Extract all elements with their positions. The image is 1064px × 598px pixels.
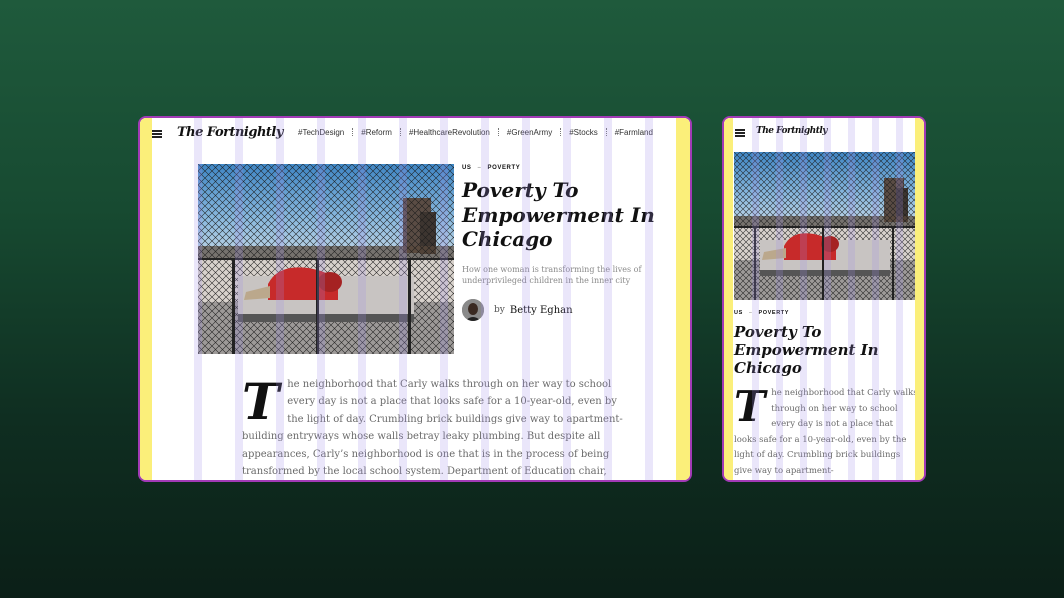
right-margin-band (915, 118, 924, 480)
left-margin-band (724, 118, 733, 480)
left-margin-band (140, 118, 152, 480)
tag-reform[interactable]: #Reform (361, 128, 392, 137)
tag-separator (352, 128, 354, 136)
tag-healthcarerevolution[interactable]: #HealthcareRevolution (408, 128, 490, 137)
tag-separator (399, 128, 401, 136)
kicker-section-link[interactable]: US (462, 165, 472, 171)
article-body-text: he neighborhood that Carly walks through… (242, 379, 623, 478)
tag-greenarmy[interactable]: #GreenArmy (506, 128, 553, 137)
kicker-topic-link[interactable]: POVERTY (487, 165, 521, 171)
tag-separator (497, 128, 499, 136)
topic-tags: #TechDesign #Reform #HealthcareRevolution #… (298, 128, 653, 137)
article-hero-photo (198, 164, 454, 354)
article-kicker: US – POVERTY (462, 165, 521, 171)
byline-prefix: by (494, 305, 505, 315)
byline: by Betty Eghan (462, 299, 573, 321)
mobile-preview: The Fortnightly (722, 116, 926, 482)
grid-column-guide (645, 118, 653, 480)
hamburger-menu-icon[interactable] (735, 129, 745, 137)
kicker-topic-link[interactable]: POVERTY (758, 310, 789, 316)
site-logo[interactable]: The Fortnightly (177, 125, 283, 140)
top-navigation: The Fortnightly (724, 118, 924, 146)
drop-cap: T (242, 372, 280, 431)
author-avatar[interactable] (462, 299, 484, 321)
tag-techdesign[interactable]: #TechDesign (298, 128, 345, 137)
article-title: Poverty To Empowerment In Chicago (734, 323, 879, 377)
tag-separator (605, 128, 607, 136)
tag-separator (560, 128, 562, 136)
article-body-text: he neighborhood that Carly walks through… (734, 388, 918, 476)
article-subtitle: How one woman is transforming the lives … (462, 265, 642, 285)
kicker-section-link[interactable]: US (734, 310, 743, 316)
desktop-preview: The Fortnightly #TechDesign #Reform #Healt… (138, 116, 692, 482)
tag-stocks[interactable]: #Stocks (569, 128, 598, 137)
top-navigation: The Fortnightly #TechDesign #Reform #Healt… (140, 118, 690, 148)
article-kicker: US – POVERTY (734, 310, 789, 316)
hamburger-menu-icon[interactable] (152, 130, 162, 138)
author-name[interactable]: Betty Eghan (509, 304, 573, 316)
article-hero-photo (734, 152, 915, 300)
article-title: Poverty To Empowerment In Chicago (462, 178, 655, 251)
drop-cap: T (734, 382, 766, 431)
right-margin-band (676, 118, 690, 480)
tag-farmland[interactable]: #Farmland (614, 128, 653, 137)
site-logo[interactable]: The Fortnightly (756, 126, 828, 136)
